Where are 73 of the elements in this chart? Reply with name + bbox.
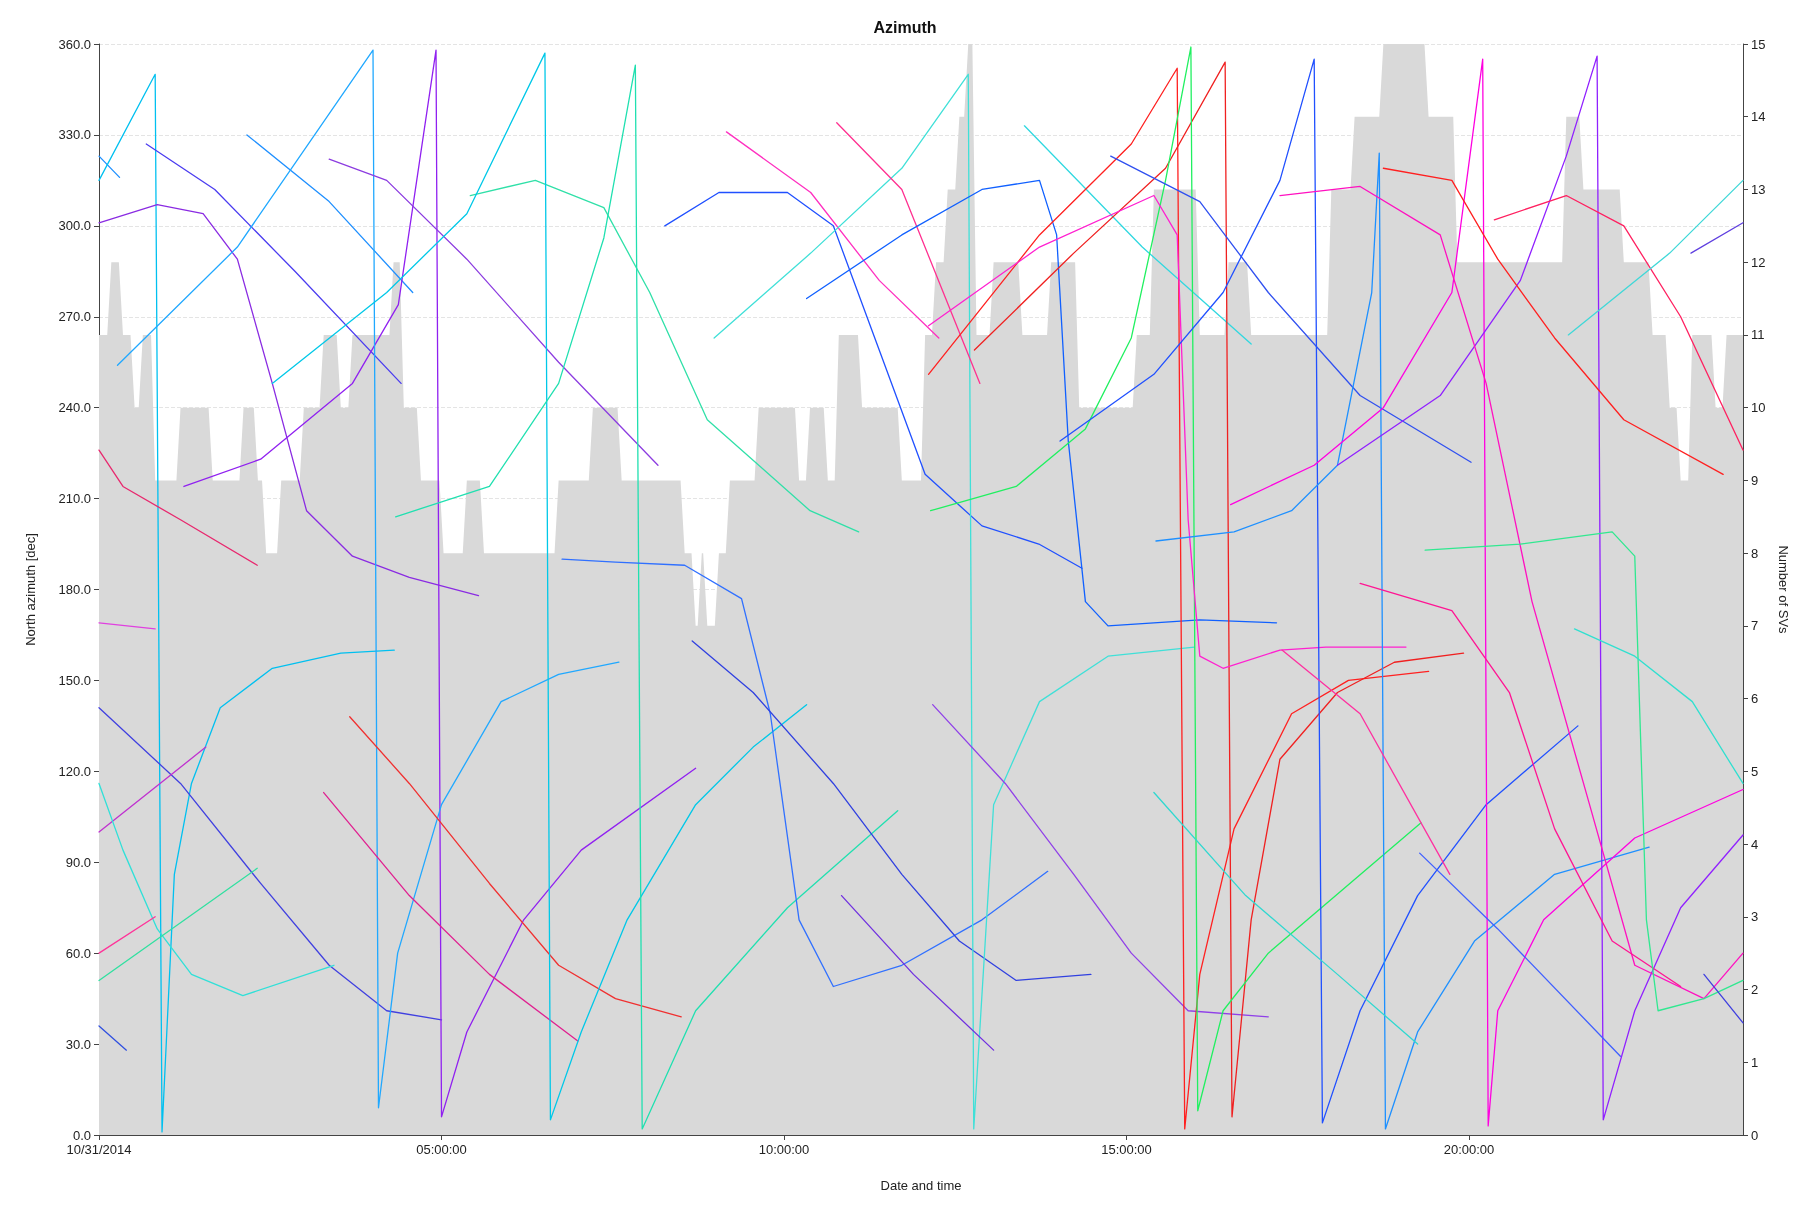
- line-series: [973, 61, 1465, 1118]
- line-series: [1359, 582, 1682, 988]
- y-tick-label: 180.0: [58, 582, 91, 597]
- line-series: [805, 179, 1278, 627]
- y-tick-label: 210.0: [58, 491, 91, 507]
- y2-tick-label: 15: [1751, 36, 1766, 52]
- y2-tick-label: 9: [1751, 472, 1759, 488]
- line-series: [1493, 194, 1744, 451]
- y2-tick-label: 2: [1751, 982, 1759, 998]
- y-tick-label: 300.0: [58, 218, 91, 234]
- line-series: [713, 73, 1195, 1130]
- y-tick-label: 360.0: [58, 36, 91, 52]
- line-series: [1424, 531, 1744, 1012]
- y-tick-label: 0.0: [72, 1127, 91, 1143]
- y-axis-title: North azimuth [dec]: [23, 533, 38, 646]
- line-series: [98, 73, 395, 1133]
- line-series: [394, 64, 899, 1130]
- y2-tick-label: 10: [1751, 400, 1766, 416]
- line-series: [271, 52, 808, 1121]
- line-series: [561, 558, 1049, 988]
- y-tick-label: 150.0: [58, 672, 91, 688]
- line-series: [323, 791, 579, 1042]
- line-series: [1573, 628, 1744, 785]
- y2-tick-label: 14: [1751, 109, 1766, 125]
- line-series: [98, 707, 443, 1021]
- y2-tick-label: 5: [1751, 763, 1759, 779]
- y-tick-label: 270.0: [58, 309, 91, 325]
- line-series: [349, 716, 682, 1018]
- line-series: [664, 191, 1083, 569]
- y-tick-label: 30.0: [65, 1036, 91, 1052]
- line-series: [98, 782, 335, 997]
- y2-tick-label: 7: [1751, 618, 1759, 634]
- y2-tick-label: 11: [1751, 327, 1765, 343]
- x-axis-title: Date and time: [880, 1178, 962, 1193]
- line-series: [1155, 152, 1650, 1130]
- x-tick-label: 10/31/2014: [66, 1142, 132, 1157]
- y2-axis-title: Number of SVs: [1776, 545, 1791, 635]
- line-series: [1059, 58, 1579, 1124]
- y2-tick-label: 3: [1751, 909, 1759, 925]
- x-tick-label: 15:00:00: [1101, 1142, 1152, 1157]
- x-tick-label: 05:00:00: [416, 1142, 467, 1157]
- y-tick-label: 120.0: [58, 763, 91, 779]
- y-tick-label: 90.0: [65, 854, 91, 870]
- y-tick-label: 240.0: [58, 400, 91, 416]
- y2-tick-label: 1: [1751, 1054, 1759, 1070]
- y2-tick-label: 13: [1751, 181, 1766, 197]
- line-series: [1336, 55, 1744, 1121]
- line-series: [691, 640, 1092, 982]
- x-tick-label: 20:00:00: [1443, 1142, 1495, 1157]
- line-series: [469, 179, 860, 533]
- y2-tick-label: 8: [1751, 545, 1759, 561]
- line-series: [1110, 155, 1472, 463]
- line-series: [725, 131, 940, 339]
- line-series: [183, 49, 697, 1118]
- line-series: [116, 49, 620, 1109]
- y2-tick-label: 0: [1751, 1127, 1759, 1143]
- y2-tick-label: 4: [1751, 836, 1759, 852]
- line-series: [1153, 791, 1419, 1045]
- y-tick-label: 60.0: [65, 945, 91, 961]
- x-tick-label: 10:00:00: [758, 1142, 810, 1157]
- line-series: [932, 704, 1269, 1018]
- line-series: [927, 194, 1407, 669]
- line-series: [1279, 185, 1744, 1000]
- line-series: [1229, 58, 1744, 1127]
- line-series: [1382, 167, 1724, 475]
- y2-tick-label: 12: [1751, 254, 1766, 270]
- line-series: [98, 203, 480, 597]
- chart-title: Azimuth: [873, 18, 937, 36]
- line-series: [98, 449, 258, 566]
- y-tick-label: 330.0: [58, 127, 91, 143]
- y2-tick-label: 6: [1751, 691, 1759, 707]
- line-series: [145, 143, 402, 385]
- line-series: [328, 158, 659, 466]
